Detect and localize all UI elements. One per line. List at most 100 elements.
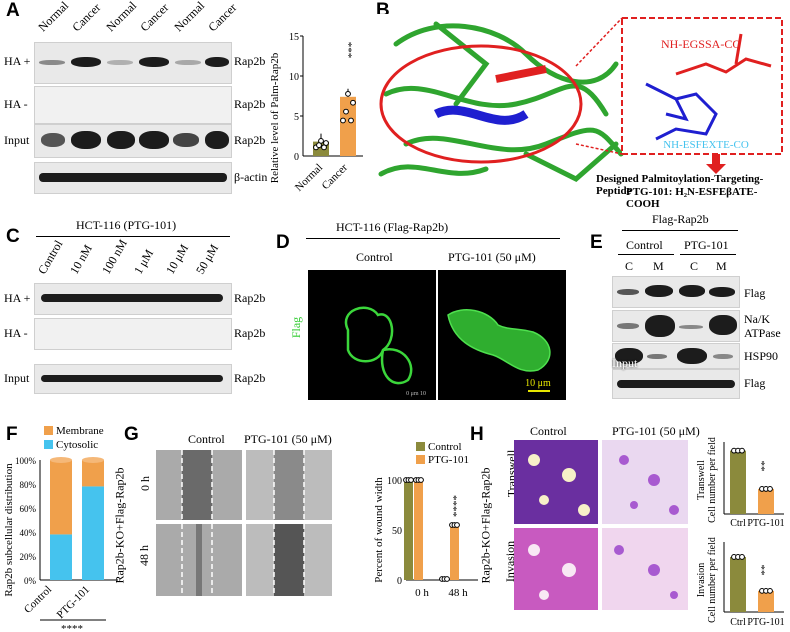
row-label: Input bbox=[4, 371, 30, 385]
row-label: Rap2b bbox=[234, 54, 266, 68]
blot-strip-e2 bbox=[612, 310, 740, 342]
chart-ylabel: Invasion bbox=[696, 563, 707, 597]
scale-label: 10 μm bbox=[525, 378, 551, 389]
row-label: HA - bbox=[4, 326, 28, 340]
lane-label: Cancer bbox=[69, 0, 104, 35]
x-cat: Control bbox=[22, 584, 54, 616]
lane-label: 50 μM bbox=[193, 241, 222, 277]
x-cat: Ctrl bbox=[730, 518, 746, 529]
chart-ylabel: Rap2b subcellular distribution bbox=[3, 463, 15, 597]
blot-strip-ha-minus bbox=[34, 86, 232, 124]
tick-label: 20% bbox=[20, 552, 37, 562]
peptide-caption: PTG-101: H₂N-ESFEβATE-COOH bbox=[626, 186, 758, 210]
row-label: Na/K ATPase bbox=[744, 312, 781, 340]
blot-strip-ha-plus bbox=[34, 42, 232, 84]
sig-label: **** bbox=[61, 623, 83, 632]
x-cat: PTG-101 bbox=[747, 518, 784, 529]
chart-ylabel: Percent of wound width bbox=[373, 477, 385, 583]
blot-strip-c3 bbox=[34, 364, 232, 394]
bar-cap bbox=[50, 457, 72, 463]
panel-c-title: HCT-116 (PTG-101) bbox=[76, 218, 177, 232]
lane-label: 10 nM bbox=[67, 242, 95, 277]
row-label: HSP90 bbox=[744, 349, 779, 363]
blot-strip-actin bbox=[34, 162, 232, 194]
peptide-top-label: NH-EGSSA-CO bbox=[661, 37, 741, 51]
lane-label: Normal bbox=[103, 0, 140, 35]
panel-label-c: C bbox=[6, 226, 20, 247]
protein-ribbon bbox=[378, 21, 624, 182]
arrow-down-icon bbox=[706, 154, 726, 174]
sig-label: ** bbox=[759, 461, 771, 472]
tick-label: 5 bbox=[294, 112, 299, 123]
data-point bbox=[321, 144, 327, 151]
blot-strip-c1 bbox=[34, 283, 232, 315]
peptide-bottom-label: NH-ESFEXTE-CO bbox=[663, 139, 749, 151]
wound-images bbox=[156, 450, 332, 596]
tick-label: 15 bbox=[289, 32, 299, 43]
row-label: Rap2b bbox=[234, 291, 266, 305]
tick-label: 40% bbox=[20, 528, 37, 538]
data-point bbox=[739, 554, 745, 560]
bar bbox=[340, 96, 356, 156]
data-point bbox=[739, 447, 745, 454]
data-point bbox=[343, 108, 349, 115]
lane-label: Cancer bbox=[137, 0, 172, 35]
tick-label: 0% bbox=[24, 576, 37, 586]
group-label: Control bbox=[626, 238, 663, 252]
data-point bbox=[350, 99, 356, 106]
chart-ylabel: Transwell bbox=[696, 460, 707, 500]
row-label: Rap2b bbox=[234, 326, 266, 340]
col-label: PTG-101 (50 μM) bbox=[244, 432, 332, 446]
panel-h-charts: Transwell Cell number per field ** Ctrl … bbox=[696, 437, 785, 628]
blue-helix bbox=[433, 105, 529, 125]
col-label: Control bbox=[356, 250, 393, 264]
tick-label: 60% bbox=[20, 504, 37, 514]
x-cat: PTG-101 bbox=[55, 584, 92, 621]
row-label: 48 h bbox=[137, 545, 151, 566]
chart-ylabel: Cell number per field bbox=[707, 437, 718, 523]
row-label: 0 h bbox=[138, 476, 152, 491]
row-label: HA + bbox=[4, 54, 31, 68]
side-label: Flag bbox=[289, 316, 304, 339]
lane-label: Cancer bbox=[205, 0, 240, 35]
underline bbox=[36, 236, 230, 237]
bar bbox=[730, 556, 746, 612]
panel-label-d: D bbox=[276, 232, 290, 253]
sig-label: *** bbox=[346, 42, 358, 59]
col-label: PTG-101 (50 μM) bbox=[612, 424, 700, 438]
panel-d-title: HCT-116 (Flag-Rap2b) bbox=[336, 220, 449, 234]
row-label: Rap2b bbox=[234, 133, 266, 147]
x-cat: Normal bbox=[293, 162, 325, 194]
tick-label: 50 bbox=[392, 526, 402, 537]
bar-membrane bbox=[50, 460, 72, 535]
lane-label: Normal bbox=[35, 0, 72, 35]
panel-e-title: Flag-Rap2b bbox=[652, 212, 709, 226]
red-strand bbox=[495, 65, 547, 83]
peptide-caption: Designed Palmitoylation-Targeting-Peptid… bbox=[596, 173, 764, 197]
row-label: Input bbox=[4, 133, 30, 147]
bar bbox=[758, 590, 774, 612]
row-label: Rap2b bbox=[234, 97, 266, 111]
lane-label: 1 μM bbox=[131, 246, 157, 277]
data-point bbox=[340, 117, 346, 124]
panel-a-chart: Relative level of Palm-Rap2b 0 5 10 15 *… bbox=[269, 32, 363, 194]
lane-label: C bbox=[625, 259, 634, 273]
svg-text:0 μm 10: 0 μm 10 bbox=[406, 391, 426, 397]
lane-label: C bbox=[690, 259, 699, 273]
x-cat: 48 h bbox=[448, 587, 468, 599]
sig-label: **** bbox=[451, 495, 463, 517]
data-point bbox=[767, 486, 773, 492]
col-label: Control bbox=[530, 424, 567, 438]
lane-label: Control bbox=[35, 237, 66, 277]
lane-label: 10 μM bbox=[163, 241, 192, 277]
bar-cap bbox=[82, 457, 104, 463]
blot-strip-e1 bbox=[612, 276, 740, 308]
tick-label: 0 bbox=[294, 152, 299, 163]
side-label: Rap2b-KO+Flag-Rap2b bbox=[112, 467, 127, 584]
blot-strip-e3 bbox=[612, 343, 740, 369]
data-point bbox=[767, 587, 773, 594]
lane-label: M bbox=[653, 259, 664, 273]
blot-strip-input bbox=[34, 124, 232, 158]
legend-label: Membrane bbox=[56, 425, 104, 437]
panel-label-h: H bbox=[470, 424, 484, 445]
